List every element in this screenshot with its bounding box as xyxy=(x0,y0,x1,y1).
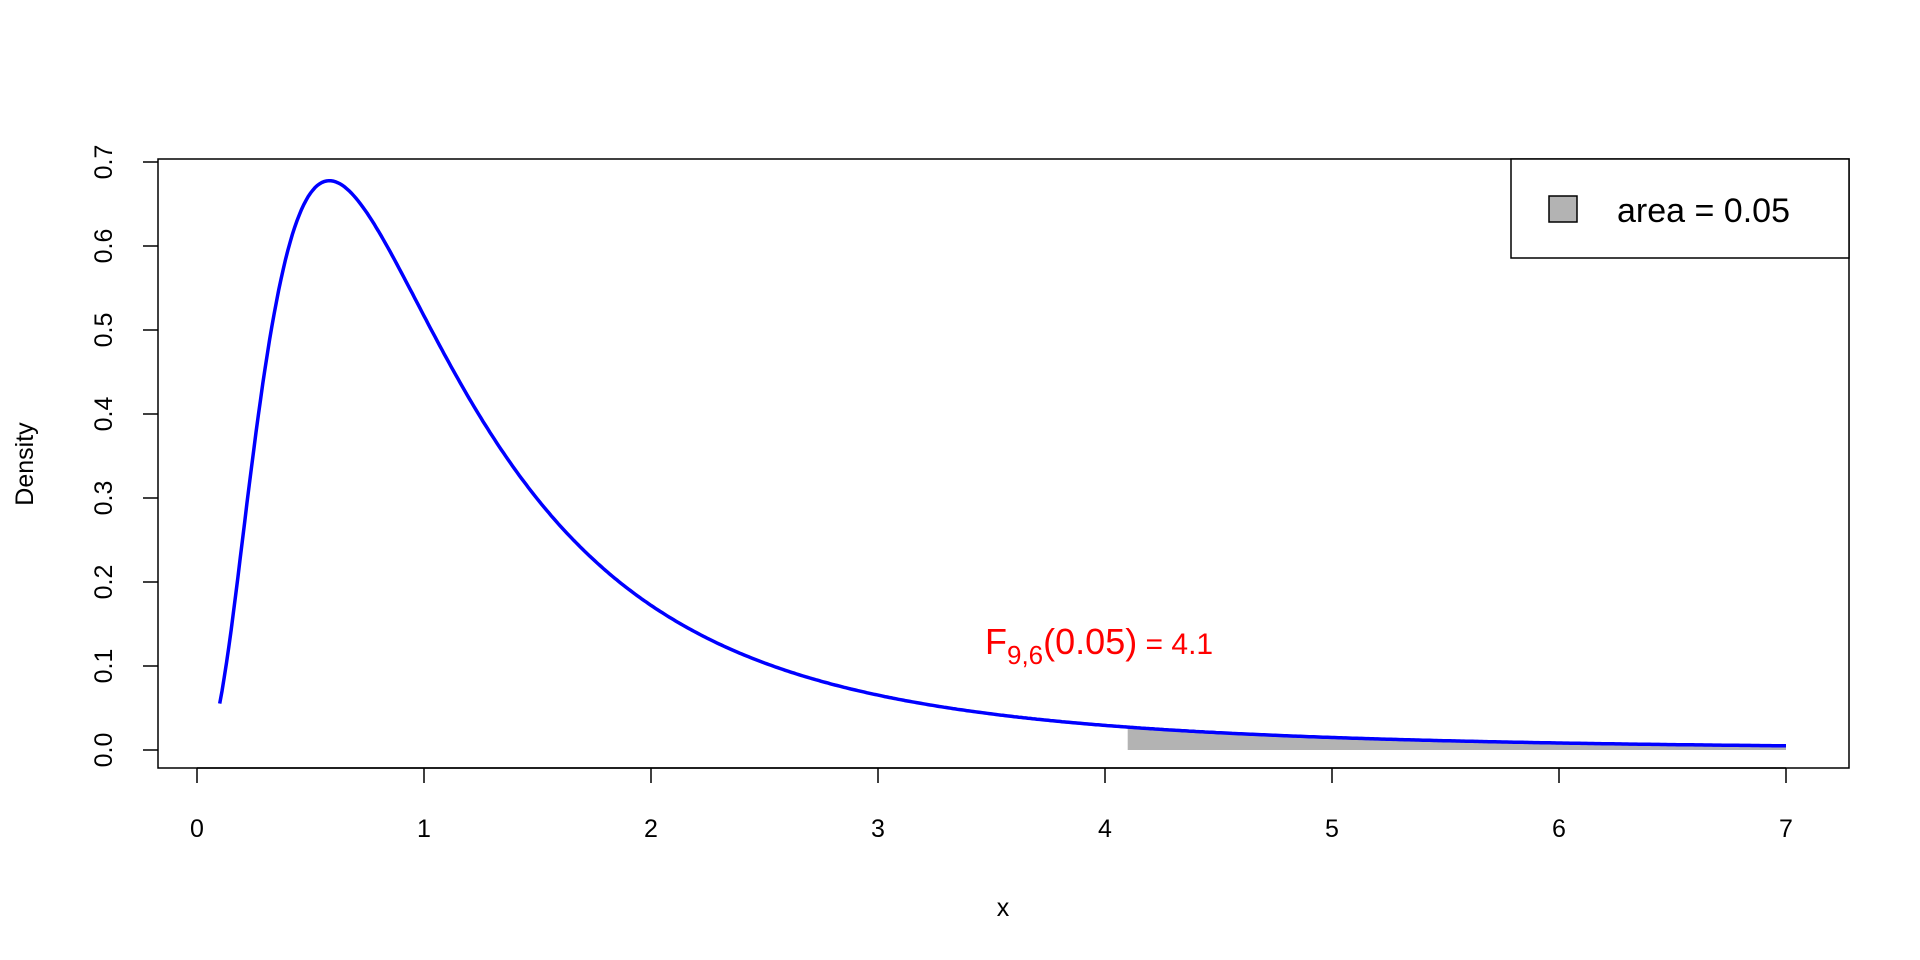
x-tick-label: 4 xyxy=(1098,815,1112,843)
legend-swatch xyxy=(1548,195,1578,223)
y-tick-label: 0.4 xyxy=(90,397,118,432)
y-tick-label: 0.0 xyxy=(90,733,118,768)
x-tick-label: 6 xyxy=(1552,815,1566,843)
density-curve xyxy=(217,178,1786,748)
y-tick-label: 0.1 xyxy=(90,649,118,684)
shaded-tail-area xyxy=(1127,727,1786,750)
x-tick-label: 2 xyxy=(644,815,658,843)
x-tick-label: 1 xyxy=(417,815,431,843)
x-tick-label: 0 xyxy=(190,815,204,843)
y-tick-label: 0.7 xyxy=(90,145,118,180)
y-axis-label: Density xyxy=(11,422,39,506)
x-axis-label: x xyxy=(997,894,1010,922)
y-tick-label: 0.5 xyxy=(90,313,118,348)
y-tick-label: 0.2 xyxy=(90,565,118,600)
x-tick-label: 3 xyxy=(871,815,885,843)
y-tick-label: 0.3 xyxy=(90,481,118,516)
legend: area = 0.05 xyxy=(1510,158,1850,259)
y-tick-label: 0.6 xyxy=(90,229,118,264)
legend-label: area = 0.05 xyxy=(1617,192,1790,230)
y-axis: 0.0 0.1 0.2 0.3 0.4 0.5 0.6 0.7 xyxy=(90,145,158,768)
x-tick-label: 5 xyxy=(1325,815,1339,843)
x-axis: 0 1 2 3 4 5 6 7 xyxy=(190,767,1793,843)
critical-value-annotation: F9,6(0.05) = 4.1 xyxy=(985,621,1213,670)
x-tick-label: 7 xyxy=(1779,815,1793,843)
